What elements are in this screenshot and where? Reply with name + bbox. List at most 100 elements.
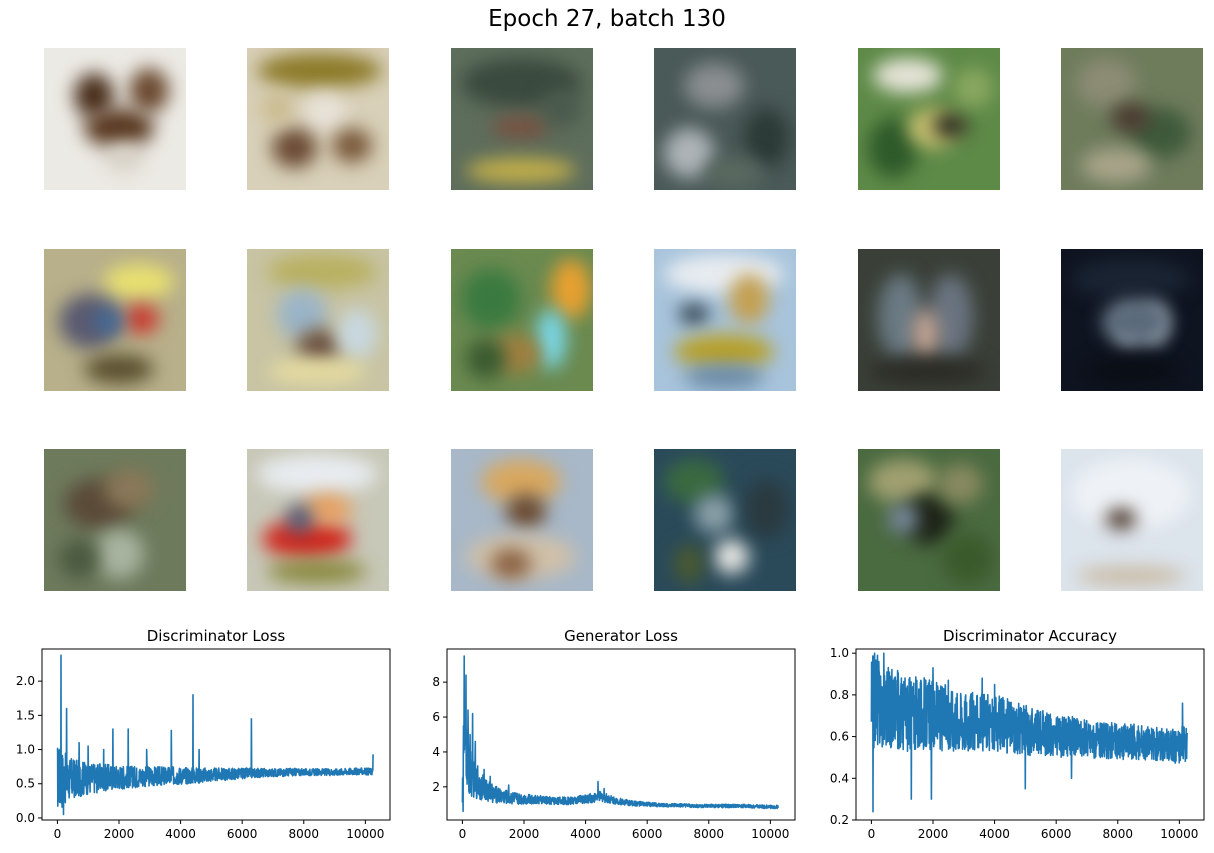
sample-texture: [506, 494, 546, 529]
x-tick-label: 6000: [632, 827, 663, 841]
sample-texture: [536, 309, 566, 369]
y-tick-label: 1.0: [830, 646, 849, 660]
generated-sample-image: [858, 48, 1000, 190]
x-tick-label: 10000: [751, 827, 789, 841]
generated-sample-image: [858, 449, 1000, 591]
y-tick-label: 4: [432, 745, 440, 759]
generated-sample-image: [451, 449, 593, 591]
sample-texture: [466, 339, 506, 379]
sample-texture: [684, 63, 744, 108]
sample-texture: [104, 469, 154, 509]
sample-texture: [262, 93, 292, 123]
sample-texture: [267, 559, 367, 584]
chart-title: Discriminator Accuracy: [943, 627, 1117, 645]
sample-texture: [94, 529, 144, 579]
sample-texture: [302, 93, 347, 133]
sample-texture: [704, 158, 764, 188]
x-tick-label: 6000: [227, 827, 258, 841]
sample-texture: [337, 309, 377, 359]
sample-texture: [332, 128, 372, 163]
data-series-line: [870, 652, 1188, 813]
sample-texture: [1081, 148, 1151, 183]
x-tick-label: 0: [868, 827, 876, 841]
figure-title: Epoch 27, batch 130: [488, 6, 726, 32]
sample-texture: [257, 454, 377, 494]
y-tick-label: 2.0: [16, 674, 35, 688]
sample-texture: [267, 254, 377, 289]
x-tick-label: 10000: [346, 827, 384, 841]
sample-texture: [84, 108, 154, 148]
sample-texture: [59, 539, 99, 579]
generated-sample-image: [1061, 449, 1203, 591]
sample-texture: [287, 504, 312, 534]
sample-texture: [297, 329, 342, 364]
sample-texture: [694, 494, 734, 534]
sample-texture: [272, 128, 317, 168]
sample-texture: [943, 534, 993, 584]
sample-texture: [267, 359, 367, 384]
x-tick-label: 4000: [165, 827, 196, 841]
sample-texture: [491, 549, 531, 579]
generated-sample-image: [44, 48, 186, 190]
sample-texture: [1106, 509, 1136, 529]
sample-texture: [953, 68, 993, 108]
generator-loss-chart: Generator Loss 0 2000 4000 6000 8000 10000 2 4 6 8: [432, 627, 796, 841]
x-tick-label: 0: [54, 827, 62, 841]
x-tick-label: 2000: [509, 827, 540, 841]
sample-texture: [913, 309, 938, 359]
sample-texture: [1101, 299, 1171, 344]
sample-texture: [868, 359, 988, 384]
y-tick-label: 0.6: [830, 730, 849, 744]
sample-texture: [933, 113, 968, 138]
generated-sample-image: [858, 249, 1000, 391]
sample-texture: [674, 544, 704, 584]
generated-sample-image: [247, 249, 389, 391]
y-tick-label: 2: [432, 780, 440, 794]
generated-sample-image: [451, 48, 593, 190]
sample-texture: [938, 464, 983, 504]
x-tick-label: 8000: [1102, 827, 1133, 841]
data-series-line: [56, 654, 374, 816]
y-tick-label: 0.5: [16, 777, 35, 791]
sample-texture: [84, 354, 154, 384]
generated-sample-image: [1061, 48, 1203, 190]
sample-texture: [461, 269, 521, 329]
sample-texture: [1071, 259, 1191, 299]
y-tick-label: 0.4: [830, 771, 849, 785]
axes-frame: [855, 648, 1205, 821]
sample-texture: [466, 158, 576, 183]
generated-sample-image: [451, 249, 593, 391]
x-tick-label: 4000: [570, 827, 601, 841]
sample-texture: [1076, 58, 1136, 108]
sample-texture: [541, 88, 581, 128]
discriminator-loss-chart: Discriminator Loss 0 2000 4000 6000 8000 10000…: [16, 627, 391, 841]
sample-texture: [1081, 359, 1181, 384]
sample-texture: [729, 274, 769, 324]
generated-sample-image: [247, 48, 389, 190]
chart-title: Discriminator Loss: [147, 627, 286, 645]
x-tick-label: 4000: [979, 827, 1010, 841]
sample-texture: [257, 53, 382, 88]
sample-texture: [1076, 567, 1186, 585]
data-series-line: [461, 655, 779, 813]
generated-sample-image: [654, 449, 796, 591]
y-tick-label: 0.0: [16, 811, 35, 825]
x-tick-label: 2000: [104, 827, 135, 841]
y-tick-label: 1.0: [16, 743, 35, 757]
y-tick-label: 0.2: [830, 813, 849, 827]
sample-texture: [104, 143, 144, 173]
sample-texture: [104, 264, 174, 299]
generated-sample-image: [1061, 249, 1203, 391]
sample-texture: [491, 116, 551, 138]
axes-frame: [446, 648, 796, 821]
x-tick-label: 8000: [693, 827, 724, 841]
x-tick-label: 2000: [918, 827, 949, 841]
x-tick-label: 0: [459, 827, 467, 841]
generated-sample-image: [247, 449, 389, 591]
y-tick-label: 6: [432, 710, 440, 724]
chart-title: Generator Loss: [564, 627, 678, 645]
sample-texture: [873, 58, 943, 93]
x-tick-label: 8000: [288, 827, 319, 841]
sample-texture: [744, 108, 789, 168]
